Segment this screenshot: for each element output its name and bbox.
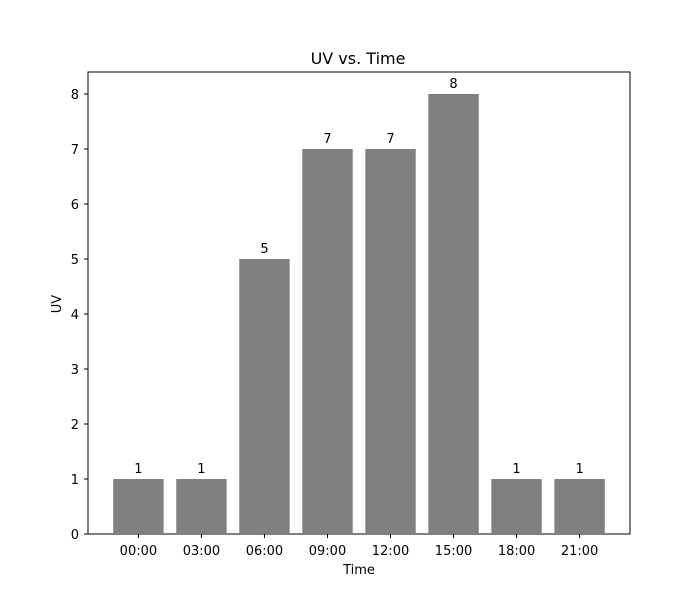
bar-0600 <box>239 259 290 534</box>
y-tick-label: 2 <box>71 418 79 433</box>
y-tick-label: 0 <box>71 528 79 543</box>
bar-value-label: 8 <box>449 77 457 92</box>
y-axis-label: UV <box>50 295 65 314</box>
x-tick-label: 03:00 <box>183 544 220 559</box>
y-tick-label: 8 <box>71 88 79 103</box>
bar-value-label: 7 <box>323 132 331 147</box>
bar-2100 <box>554 479 605 534</box>
bar-value-label: 5 <box>260 242 268 257</box>
bar-value-label: 1 <box>134 462 142 477</box>
y-tick-label: 1 <box>71 473 79 488</box>
bar-value-label: 1 <box>512 462 520 477</box>
x-tick-label: 00:00 <box>120 544 157 559</box>
y-tick-label: 5 <box>71 253 79 268</box>
bar-value-label: 1 <box>575 462 583 477</box>
x-axis-label: Time <box>342 563 375 578</box>
y-tick-label: 3 <box>71 363 79 378</box>
bar-0300 <box>176 479 227 534</box>
bar-value-label: 7 <box>386 132 394 147</box>
bar-1800 <box>491 479 542 534</box>
bar-0000 <box>113 479 164 534</box>
y-tick-label: 7 <box>71 143 79 158</box>
x-tick-label: 21:00 <box>561 544 598 559</box>
y-tick-label: 6 <box>71 198 79 213</box>
x-tick-label: 09:00 <box>309 544 346 559</box>
y-tick-label: 4 <box>71 308 79 323</box>
bar-1200 <box>365 149 416 534</box>
x-axis: 00:00 03:00 06:00 09:00 12:00 15:00 18:00 21:00 <box>120 534 598 559</box>
x-tick-label: 06:00 <box>246 544 283 559</box>
chart-title: UV vs. Time <box>311 49 406 68</box>
plot-area-frame <box>87 71 631 535</box>
x-tick-label: 15:00 <box>435 544 472 559</box>
x-tick-label: 18:00 <box>498 544 535 559</box>
x-tick-label: 12:00 <box>372 544 409 559</box>
bar-0900 <box>302 149 353 534</box>
bar-value-label: 1 <box>197 462 205 477</box>
bars-group <box>113 94 605 534</box>
bar-labels-group: 1 1 5 7 7 8 1 1 <box>134 77 583 477</box>
y-axis: 0 1 2 3 4 5 6 7 8 <box>71 88 88 543</box>
bar-1500 <box>428 94 479 534</box>
